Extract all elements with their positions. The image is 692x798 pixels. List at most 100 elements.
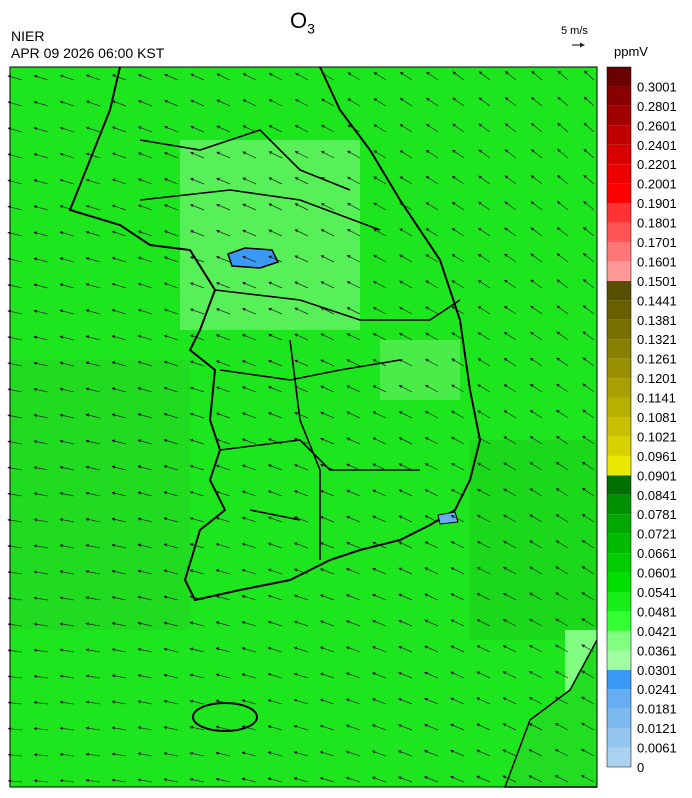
wind-arrow bbox=[163, 412, 179, 419]
wind-arrow bbox=[476, 593, 491, 601]
wind-arrow bbox=[345, 724, 361, 731]
wind-arrow bbox=[59, 231, 75, 237]
colorbar-cell bbox=[607, 572, 631, 592]
wind-arrow bbox=[189, 543, 205, 549]
wind-arrow bbox=[137, 126, 153, 133]
wind-arrow bbox=[215, 595, 231, 601]
wind-arrow bbox=[425, 150, 439, 159]
wind-arrow bbox=[189, 595, 205, 601]
colorbar-cell bbox=[607, 67, 631, 87]
wind-arrow bbox=[503, 410, 517, 419]
wind-arrow bbox=[189, 699, 205, 705]
wind-arrow bbox=[294, 307, 309, 315]
wind-arrow bbox=[268, 255, 283, 263]
wind-arrow bbox=[111, 335, 127, 341]
wind-arrow bbox=[33, 100, 49, 107]
wind-arrow bbox=[33, 257, 49, 263]
wind-arrow bbox=[215, 490, 231, 497]
wind-arrow bbox=[320, 281, 335, 289]
wind-arrow bbox=[163, 230, 179, 237]
wind-arrow bbox=[59, 465, 75, 471]
wind-arrow bbox=[268, 203, 283, 211]
wind-arrow bbox=[59, 491, 75, 497]
wind-arrow bbox=[241, 308, 257, 315]
wind-arrow bbox=[450, 593, 465, 601]
colorbar-label: 0.0541 bbox=[637, 585, 677, 600]
wind-arrow bbox=[59, 700, 75, 705]
wind-arrow bbox=[59, 596, 75, 601]
concentration-patch bbox=[180, 140, 360, 330]
wind-arrow bbox=[554, 723, 569, 731]
wind-arrow bbox=[528, 592, 543, 601]
wind-arrow bbox=[504, 201, 517, 211]
wind-arrow bbox=[528, 749, 543, 757]
wind-arrow bbox=[450, 619, 465, 627]
wind-arrow bbox=[583, 174, 595, 185]
wind-arrow bbox=[477, 253, 491, 263]
colorbar-label: 0.1701 bbox=[637, 235, 677, 250]
wind-arrow bbox=[111, 621, 127, 627]
wind-arrow bbox=[137, 74, 153, 81]
wind-arrow bbox=[85, 596, 101, 601]
title: O3 bbox=[290, 8, 315, 36]
wind-arrow bbox=[529, 383, 543, 393]
wind-arrow bbox=[241, 620, 257, 627]
wind-arrow bbox=[33, 518, 49, 523]
wind-arrow bbox=[529, 540, 543, 549]
wind-arrow bbox=[531, 70, 543, 81]
wind-arrow bbox=[7, 779, 23, 783]
colorbar-label: 0.1261 bbox=[637, 352, 677, 367]
wind-arrow bbox=[424, 619, 439, 627]
wind-arrow bbox=[111, 282, 127, 289]
wind-arrow bbox=[111, 595, 127, 601]
wind-arrow bbox=[347, 72, 361, 81]
wind-arrow bbox=[33, 674, 49, 679]
wind-arrow bbox=[581, 540, 595, 549]
wind-arrow bbox=[345, 620, 361, 627]
wind-arrow bbox=[242, 203, 257, 211]
wind-arrow bbox=[398, 359, 413, 367]
wind-arrow bbox=[319, 516, 335, 523]
wind-arrow bbox=[267, 620, 283, 627]
sea-shade bbox=[10, 360, 190, 630]
wind-arrow bbox=[85, 126, 101, 133]
wind-arrow bbox=[556, 253, 569, 263]
wind-arrow bbox=[502, 645, 517, 653]
wind-arrow bbox=[59, 544, 75, 549]
wind-arrow bbox=[59, 152, 75, 159]
low-concentration-area bbox=[227, 247, 280, 269]
wind-arrow bbox=[398, 619, 413, 627]
wind-arrow bbox=[137, 230, 153, 237]
colorbar-label: 0.0121 bbox=[637, 721, 677, 736]
wind-arrow bbox=[451, 228, 465, 237]
wind-arrow bbox=[294, 125, 309, 133]
colorbar-cell bbox=[607, 669, 631, 690]
colorbar-label: 0.0901 bbox=[637, 468, 677, 483]
wind-arrow bbox=[85, 648, 101, 653]
wind-arrow bbox=[59, 309, 75, 315]
wind-arrow bbox=[504, 97, 517, 107]
wind-arrow bbox=[111, 700, 127, 705]
wind-arrow bbox=[371, 750, 387, 757]
wind-arrow bbox=[33, 596, 49, 601]
wind-arrow bbox=[424, 384, 439, 393]
wind-arrow bbox=[503, 488, 517, 497]
wind-arrow bbox=[137, 491, 153, 497]
wind-arrow bbox=[294, 72, 309, 81]
colorbar-label: 0.0061 bbox=[637, 741, 677, 756]
low-concentration-area bbox=[437, 511, 459, 525]
colorbar-label: 0.0961 bbox=[637, 449, 677, 464]
wind-arrow bbox=[137, 752, 153, 757]
wind-arrow bbox=[189, 777, 205, 783]
wind-arrow bbox=[373, 202, 387, 211]
agency: NIER bbox=[11, 28, 45, 44]
wind-arrow bbox=[59, 205, 75, 211]
wind-arrow bbox=[163, 595, 179, 601]
wind-arrow bbox=[241, 386, 257, 393]
colorbar-cell bbox=[607, 280, 631, 301]
wind-arrow bbox=[216, 73, 231, 81]
wind-arrow bbox=[85, 517, 101, 523]
wind-arrow bbox=[137, 308, 153, 315]
wind-arrow bbox=[346, 202, 361, 211]
colorbar-label: 0.0361 bbox=[637, 643, 677, 658]
